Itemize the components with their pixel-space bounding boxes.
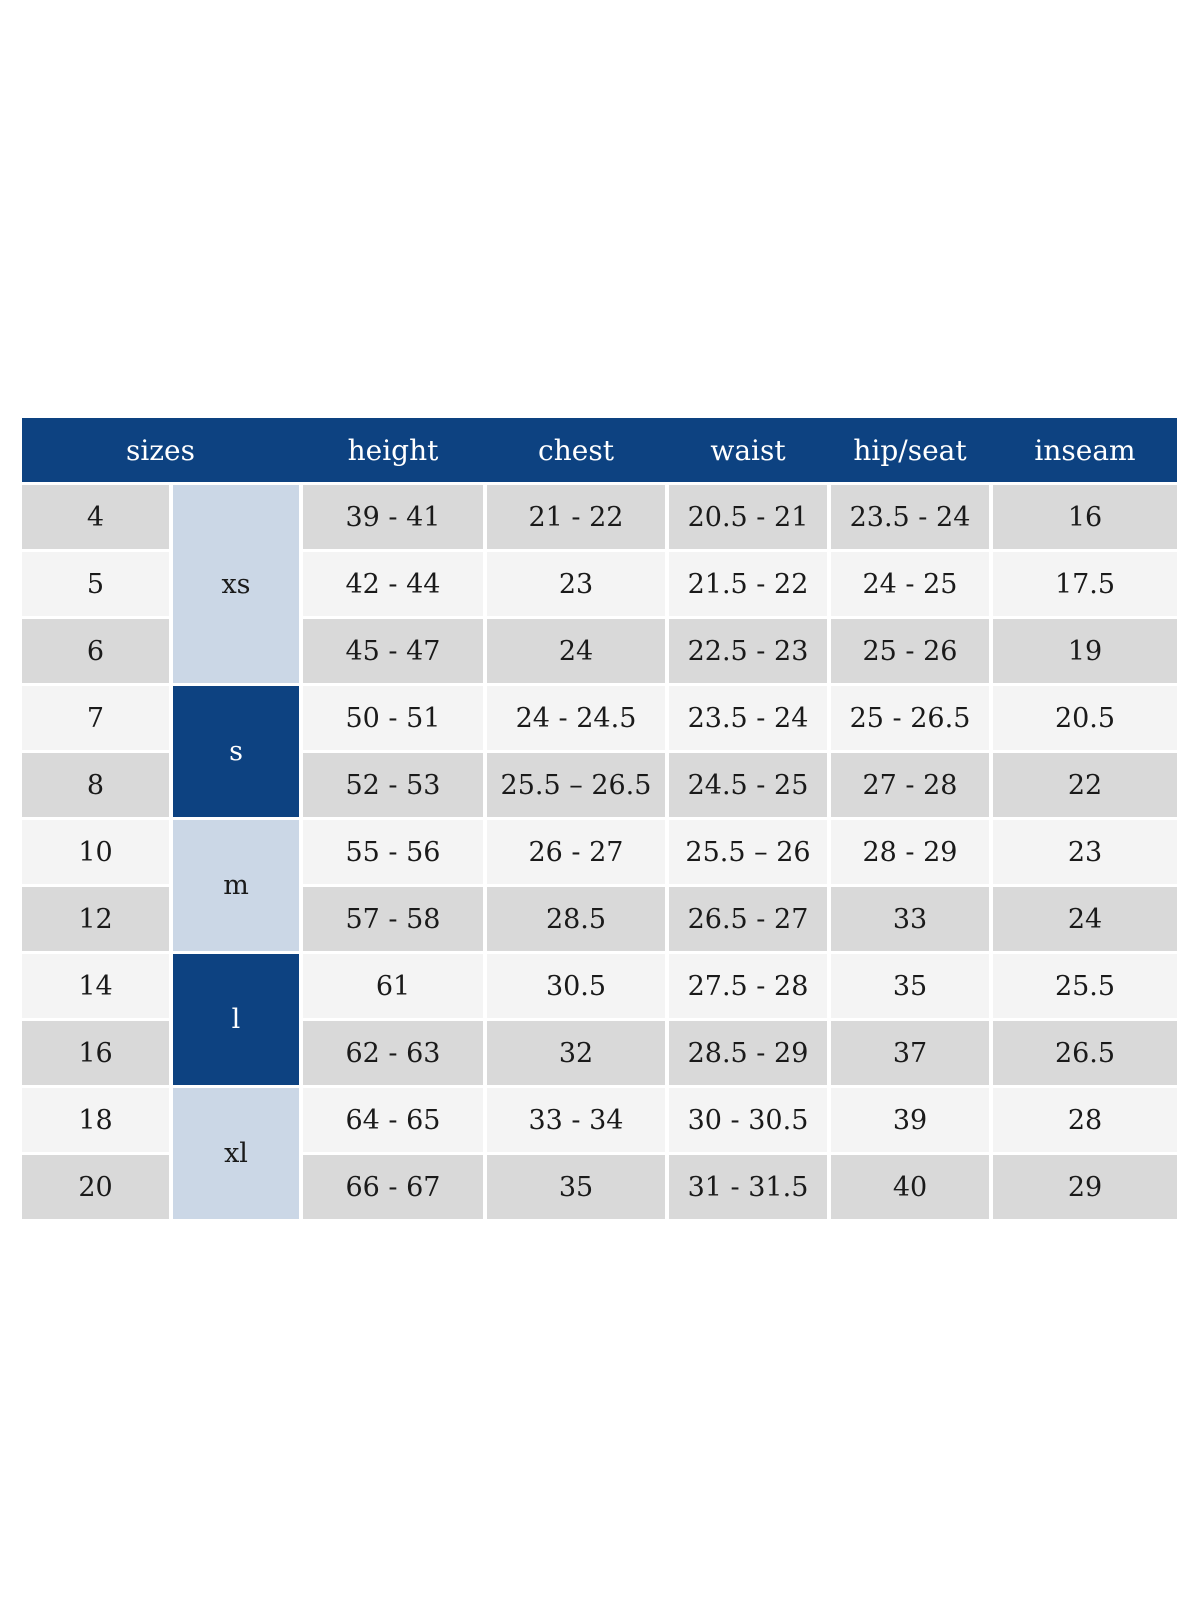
- height-cell: 62 - 63: [303, 1021, 483, 1085]
- waist-cell: 24.5 - 25: [669, 753, 827, 817]
- inseam-cell: 29: [993, 1155, 1177, 1219]
- waist-cell: 31 - 31.5: [669, 1155, 827, 1219]
- size-cell: 12: [22, 887, 169, 951]
- hip-seat-cell: 40: [831, 1155, 989, 1219]
- waist-cell: 23.5 - 24: [669, 686, 827, 750]
- hip-seat-cell: 25 - 26.5: [831, 686, 989, 750]
- inseam-cell: 25.5: [993, 954, 1177, 1018]
- hip-seat-cell: 27 - 28: [831, 753, 989, 817]
- header-waist: waist: [710, 433, 786, 467]
- chest-cell: 25.5 – 26.5: [487, 753, 665, 817]
- height-cell: 55 - 56: [303, 820, 483, 884]
- chest-cell: 24: [487, 619, 665, 683]
- chest-cell: 21 - 22: [487, 485, 665, 549]
- size-cell: 20: [22, 1155, 169, 1219]
- size-cell: 7: [22, 686, 169, 750]
- height-cell: 52 - 53: [303, 753, 483, 817]
- size-group-cell: xs: [173, 485, 299, 683]
- inseam-cell: 19: [993, 619, 1177, 683]
- header-chest: chest: [538, 433, 614, 467]
- hip-seat-cell: 28 - 29: [831, 820, 989, 884]
- size-cell: 8: [22, 753, 169, 817]
- size-group-cell: s: [173, 686, 299, 817]
- size-cell: 14: [22, 954, 169, 1018]
- waist-cell: 21.5 - 22: [669, 552, 827, 616]
- size-cell: 10: [22, 820, 169, 884]
- size-group-cell: l: [173, 954, 299, 1085]
- inseam-cell: 26.5: [993, 1021, 1177, 1085]
- hip-seat-cell: 37: [831, 1021, 989, 1085]
- hip-seat-cell: 39: [831, 1088, 989, 1152]
- waist-cell: 20.5 - 21: [669, 485, 827, 549]
- inseam-cell: 23: [993, 820, 1177, 884]
- header-hip-seat: hip/seat: [853, 433, 967, 467]
- height-cell: 57 - 58: [303, 887, 483, 951]
- header-inseam: inseam: [1034, 433, 1136, 467]
- size-group-cell: m: [173, 820, 299, 951]
- hip-seat-cell: 24 - 25: [831, 552, 989, 616]
- height-cell: 66 - 67: [303, 1155, 483, 1219]
- size-cell: 18: [22, 1088, 169, 1152]
- size-group-cell: xl: [173, 1088, 299, 1219]
- size-cell: 6: [22, 619, 169, 683]
- hip-seat-cell: 33: [831, 887, 989, 951]
- chest-cell: 33 - 34: [487, 1088, 665, 1152]
- height-cell: 50 - 51: [303, 686, 483, 750]
- height-cell: 42 - 44: [303, 552, 483, 616]
- table-header-bar: [22, 418, 1177, 482]
- height-cell: 61: [303, 954, 483, 1018]
- chest-cell: 28.5: [487, 887, 665, 951]
- waist-cell: 27.5 - 28: [669, 954, 827, 1018]
- height-cell: 64 - 65: [303, 1088, 483, 1152]
- header-sizes: sizes: [125, 433, 195, 467]
- chest-cell: 30.5: [487, 954, 665, 1018]
- chest-cell: 26 - 27: [487, 820, 665, 884]
- size-cell: 16: [22, 1021, 169, 1085]
- size-cell: 4: [22, 485, 169, 549]
- waist-cell: 28.5 - 29: [669, 1021, 827, 1085]
- size-chart-table: sizes height chest waist hip/seat inseam…: [22, 418, 1177, 1219]
- size-cell: 5: [22, 552, 169, 616]
- waist-cell: 26.5 - 27: [669, 887, 827, 951]
- chest-cell: 32: [487, 1021, 665, 1085]
- waist-cell: 22.5 - 23: [669, 619, 827, 683]
- inseam-cell: 16: [993, 485, 1177, 549]
- hip-seat-cell: 23.5 - 24: [831, 485, 989, 549]
- waist-cell: 25.5 – 26: [669, 820, 827, 884]
- inseam-cell: 28: [993, 1088, 1177, 1152]
- hip-seat-cell: 35: [831, 954, 989, 1018]
- height-cell: 39 - 41: [303, 485, 483, 549]
- waist-cell: 30 - 30.5: [669, 1088, 827, 1152]
- header-height: height: [347, 433, 439, 467]
- hip-seat-cell: 25 - 26: [831, 619, 989, 683]
- chest-cell: 23: [487, 552, 665, 616]
- inseam-cell: 22: [993, 753, 1177, 817]
- inseam-cell: 17.5: [993, 552, 1177, 616]
- chest-cell: 24 - 24.5: [487, 686, 665, 750]
- inseam-cell: 20.5: [993, 686, 1177, 750]
- chest-cell: 35: [487, 1155, 665, 1219]
- inseam-cell: 24: [993, 887, 1177, 951]
- height-cell: 45 - 47: [303, 619, 483, 683]
